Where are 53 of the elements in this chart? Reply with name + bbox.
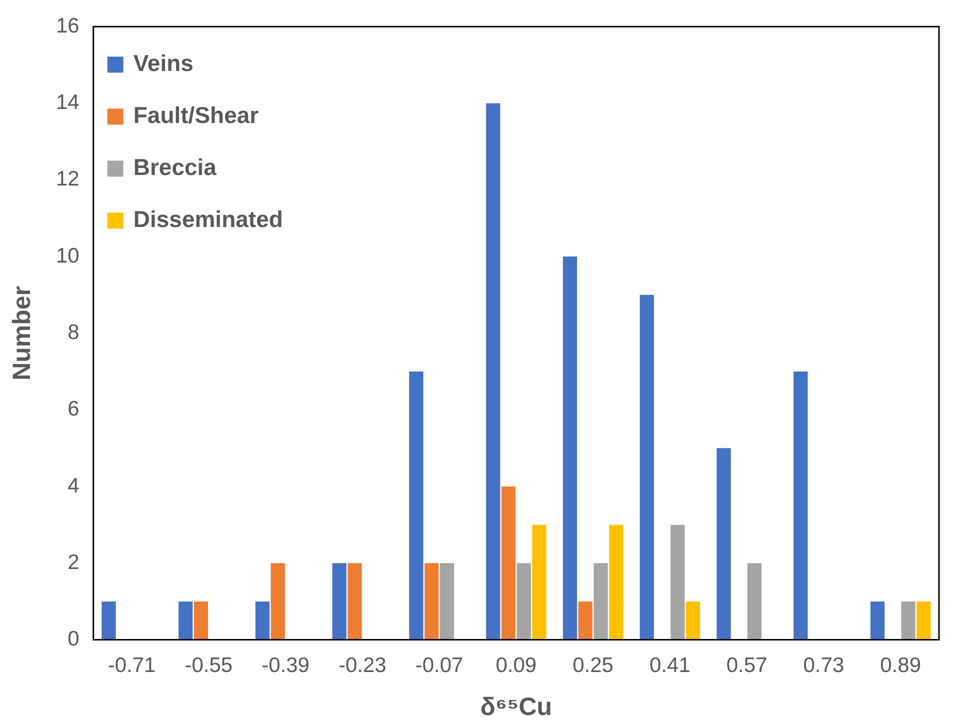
x-tick-label: -0.07	[415, 654, 464, 678]
y-tick-label: 8	[68, 320, 80, 344]
y-tick-label: 4	[68, 474, 80, 498]
bar	[255, 601, 270, 640]
bar	[670, 524, 685, 640]
y-tick-label: 10	[56, 244, 80, 268]
y-tick-label: 14	[56, 91, 80, 114]
bar	[178, 601, 193, 640]
bar	[794, 372, 808, 640]
bar	[747, 563, 762, 640]
y-tick-label: 6	[68, 398, 80, 421]
x-tick-label: 0.09	[496, 654, 537, 678]
bar	[486, 103, 500, 640]
bar	[270, 563, 285, 640]
y-axis-title: Number	[8, 286, 36, 380]
x-tick-label: 0.25	[572, 654, 614, 678]
x-tick-label: -0.71	[108, 654, 156, 678]
bar	[332, 563, 346, 640]
x-tick-label: -0.55	[184, 654, 233, 678]
y-tick-label: 0	[68, 628, 80, 651]
bar	[640, 294, 654, 640]
x-axis-title: δ⁶⁵Cu	[480, 692, 552, 721]
x-tick-label: -0.39	[262, 654, 310, 678]
bar	[916, 601, 931, 640]
bar	[424, 563, 439, 640]
bar	[870, 601, 885, 640]
bar	[562, 256, 578, 640]
y-tick-label: 12	[56, 168, 80, 191]
bar	[594, 563, 608, 640]
bar	[578, 601, 592, 640]
bar	[716, 448, 731, 640]
legend-label: Disseminated	[133, 206, 283, 232]
bar	[901, 601, 916, 640]
bar	[686, 601, 700, 640]
legend-label: Veins	[133, 50, 194, 76]
bar	[409, 372, 424, 640]
bar	[516, 563, 531, 640]
x-tick-label: 0.41	[649, 654, 690, 678]
legend-label: Breccia	[133, 154, 217, 180]
bar	[348, 563, 362, 640]
y-tick-label: 16	[56, 14, 80, 38]
x-tick-label: 0.89	[880, 654, 921, 678]
y-tick-label: 2	[68, 550, 80, 574]
x-tick-label: 0.73	[803, 654, 844, 678]
bar	[194, 601, 208, 640]
x-tick-label: -0.23	[338, 654, 386, 678]
bar	[102, 601, 116, 640]
legend-label: Fault/Shear	[133, 102, 259, 128]
bar	[501, 486, 516, 640]
bar	[532, 524, 546, 640]
x-tick-label: 0.57	[726, 654, 768, 678]
bar	[609, 524, 624, 640]
bar	[440, 563, 454, 640]
